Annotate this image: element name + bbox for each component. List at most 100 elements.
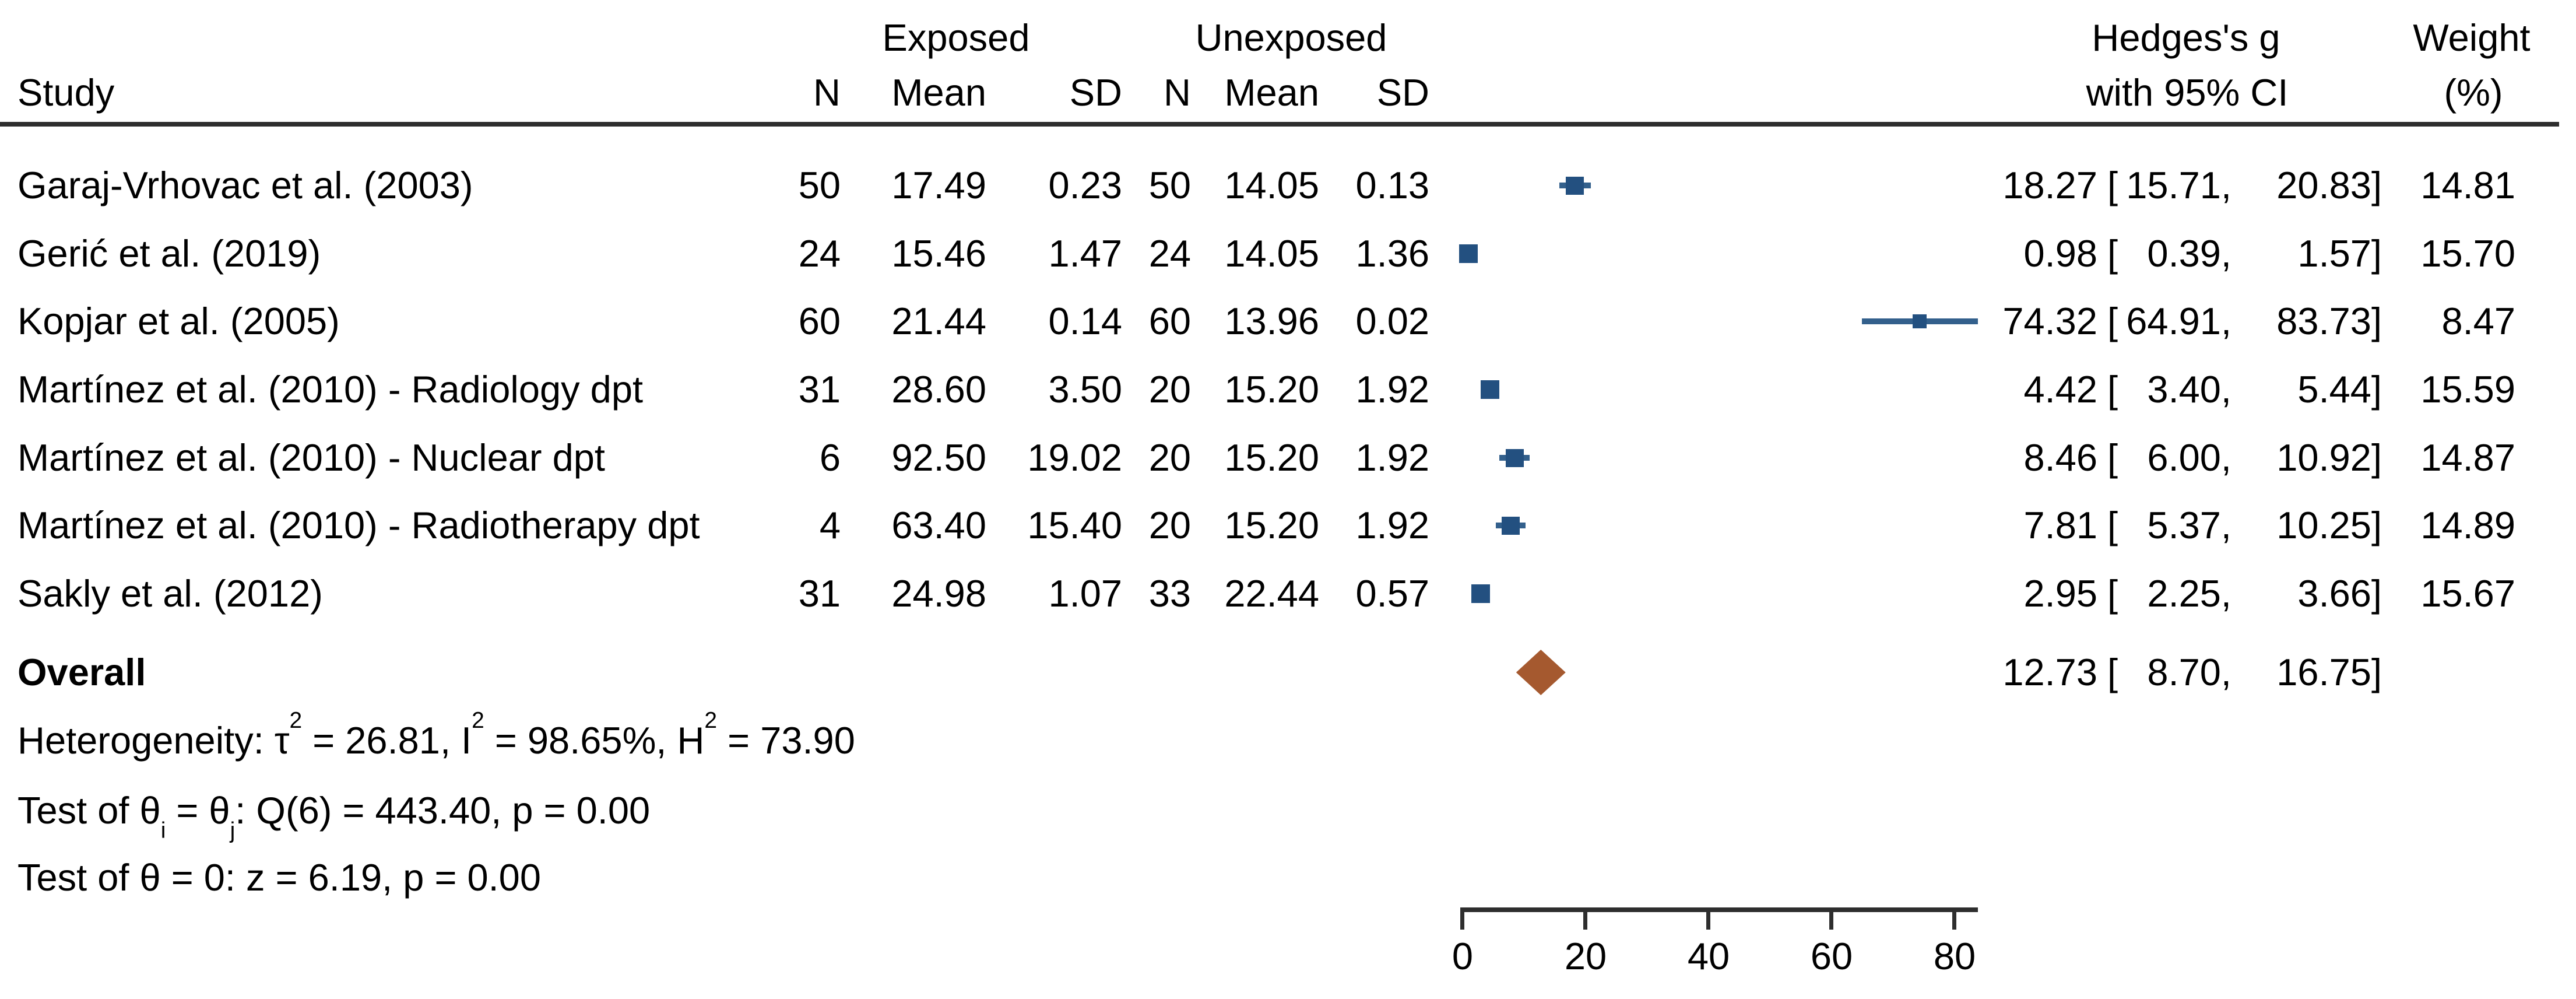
study-label: Martínez et al. (2010) - Nuclear dpt — [17, 436, 605, 479]
overall-ci-upper: 16.75] — [2276, 651, 2382, 693]
exposed-mean-header: Mean — [891, 71, 986, 114]
i-squared-exponent: 2 — [472, 707, 484, 733]
weight-value: 8.47 — [2441, 300, 2515, 342]
unexposed-sd-value: 1.92 — [1355, 436, 1429, 479]
test-thetas-note: Test of θi = θj: Q(6) = 443.40, p = 0.00 — [17, 789, 651, 843]
unexposed-sd-value: 1.92 — [1355, 504, 1429, 546]
unexposed-sd-value: 1.36 — [1355, 232, 1429, 275]
ci-open-bracket: [ — [2107, 368, 2118, 411]
theta-j-subscript: j — [230, 818, 236, 843]
weight-value: 14.89 — [2420, 504, 2515, 546]
x-axis-tick — [1583, 909, 1587, 930]
unexposed-n-value: 60 — [1148, 300, 1191, 342]
header-divider-rule — [0, 122, 2559, 127]
exposed-mean-value: 17.49 — [891, 164, 986, 206]
weight-value: 15.59 — [2420, 368, 2515, 411]
heterogeneity-text: Heterogeneity: τ — [17, 719, 290, 762]
test-thetas-text: Test of θ — [17, 789, 161, 832]
x-axis-tick — [1706, 909, 1710, 930]
exposed-n-value: 60 — [798, 300, 841, 342]
ci-lower: 3.40, — [2147, 368, 2231, 411]
study-label: Gerić et al. (2019) — [17, 232, 321, 275]
study-label: Kopjar et al. (2005) — [17, 300, 340, 342]
theta-i-subscript: i — [160, 818, 166, 843]
unexposed-mean-value: 13.96 — [1224, 300, 1319, 342]
x-axis-tick — [1829, 909, 1833, 930]
study-label: Garaj-Vrhovac et al. (2003) — [17, 164, 473, 206]
effect-estimate: 18.27 — [2002, 164, 2097, 206]
unexposed-n-value: 50 — [1148, 164, 1191, 206]
unexposed-mean-value: 15.20 — [1224, 368, 1319, 411]
weight-value: 15.67 — [2420, 572, 2515, 615]
ci-upper: 10.25] — [2276, 504, 2382, 546]
table-row: Sakly et al. (2012) 31 24.98 1.07 33 22.… — [0, 560, 2576, 628]
table-row: Martínez et al. (2010) - Radiology dpt 3… — [0, 356, 2576, 423]
table-row: Garaj-Vrhovac et al. (2003) 50 17.49 0.2… — [0, 152, 2576, 219]
effect-estimate: 7.81 — [2023, 504, 2097, 546]
exposed-mean-value: 63.40 — [891, 504, 986, 546]
unexposed-mean-value: 14.05 — [1224, 164, 1319, 206]
x-axis-tick-label: 60 — [1810, 935, 1853, 977]
ci-open-bracket: [ — [2107, 572, 2118, 615]
ci-upper: 83.73] — [2276, 300, 2382, 342]
ci-upper: 20.83] — [2276, 164, 2382, 206]
ci-lower: 2.25, — [2147, 572, 2231, 615]
ci-open-bracket: [ — [2107, 436, 2118, 479]
unexposed-sd-value: 0.57 — [1355, 572, 1429, 615]
overall-row: Overall 12.73 [ 8.70, 16.75] — [0, 639, 2576, 706]
x-axis-tick-label: 40 — [1687, 935, 1730, 977]
unexposed-sd-value: 1.92 — [1355, 368, 1429, 411]
ci-open-bracket: [ — [2107, 232, 2118, 275]
exposed-sd-value: 3.50 — [1048, 368, 1122, 411]
study-label: Martínez et al. (2010) - Radiology dpt — [17, 368, 644, 411]
exposed-sd-value: 15.40 — [1027, 504, 1122, 546]
ci-open-bracket: [ — [2107, 504, 2118, 546]
exposed-n-value: 4 — [819, 504, 841, 546]
study-column-header: Study — [17, 71, 115, 114]
test-zero-note: Test of θ = 0: z = 6.19, p = 0.00 — [0, 844, 2576, 912]
unexposed-sd-value: 0.02 — [1355, 300, 1429, 342]
x-axis-tick-label: 0 — [1452, 935, 1474, 977]
ci-upper: 3.66] — [2297, 572, 2382, 615]
exposed-n-value: 50 — [798, 164, 841, 206]
exposed-group-header: Exposed — [882, 16, 1030, 59]
exposed-n-value: 31 — [798, 572, 841, 615]
ci-lower: 15.71, — [2126, 164, 2231, 206]
weight-header-line2: (%) — [2444, 71, 2503, 114]
x-axis-tick — [1460, 909, 1464, 930]
exposed-mean-value: 92.50 — [891, 436, 986, 479]
exposed-sd-value: 0.14 — [1048, 300, 1122, 342]
exposed-mean-value: 24.98 — [891, 572, 986, 615]
weight-header-line1: Weight — [2413, 16, 2531, 59]
exposed-mean-value: 15.46 — [891, 232, 986, 275]
table-row: Martínez et al. (2010) - Radiotherapy dp… — [0, 492, 2576, 559]
weight-value: 14.87 — [2420, 436, 2515, 479]
study-label: Sakly et al. (2012) — [17, 572, 323, 615]
exposed-mean-value: 28.60 — [891, 368, 986, 411]
unexposed-mean-value: 15.20 — [1224, 504, 1319, 546]
unexposed-n-value: 20 — [1148, 436, 1191, 479]
unexposed-mean-value: 15.20 — [1224, 436, 1319, 479]
ci-lower: 0.39, — [2147, 232, 2231, 275]
effect-estimate: 0.98 — [2023, 232, 2097, 275]
unexposed-mean-value: 14.05 — [1224, 232, 1319, 275]
effect-header-line2: with 95% CI — [2086, 71, 2289, 114]
exposed-n-value: 31 — [798, 368, 841, 411]
ci-lower: 6.00, — [2147, 436, 2231, 479]
table-row: Gerić et al. (2019) 24 15.46 1.47 24 14.… — [0, 220, 2576, 288]
exposed-sd-value: 0.23 — [1048, 164, 1122, 206]
effect-estimate: 74.32 — [2002, 300, 2097, 342]
weight-value: 14.81 — [2420, 164, 2515, 206]
ci-upper: 5.44] — [2297, 368, 2382, 411]
tau-squared-exponent: 2 — [289, 707, 303, 733]
unexposed-n-value: 20 — [1148, 368, 1191, 411]
ci-lower: 5.37, — [2147, 504, 2231, 546]
effect-estimate: 4.42 — [2023, 368, 2097, 411]
table-row: Kopjar et al. (2005) 60 21.44 0.14 60 13… — [0, 288, 2576, 355]
unexposed-n-header: N — [1164, 71, 1191, 114]
unexposed-n-value: 20 — [1148, 504, 1191, 546]
exposed-sd-value: 1.47 — [1048, 232, 1122, 275]
effect-header-line1: Hedges's g — [2092, 16, 2280, 59]
x-axis-tick — [1952, 909, 1956, 930]
